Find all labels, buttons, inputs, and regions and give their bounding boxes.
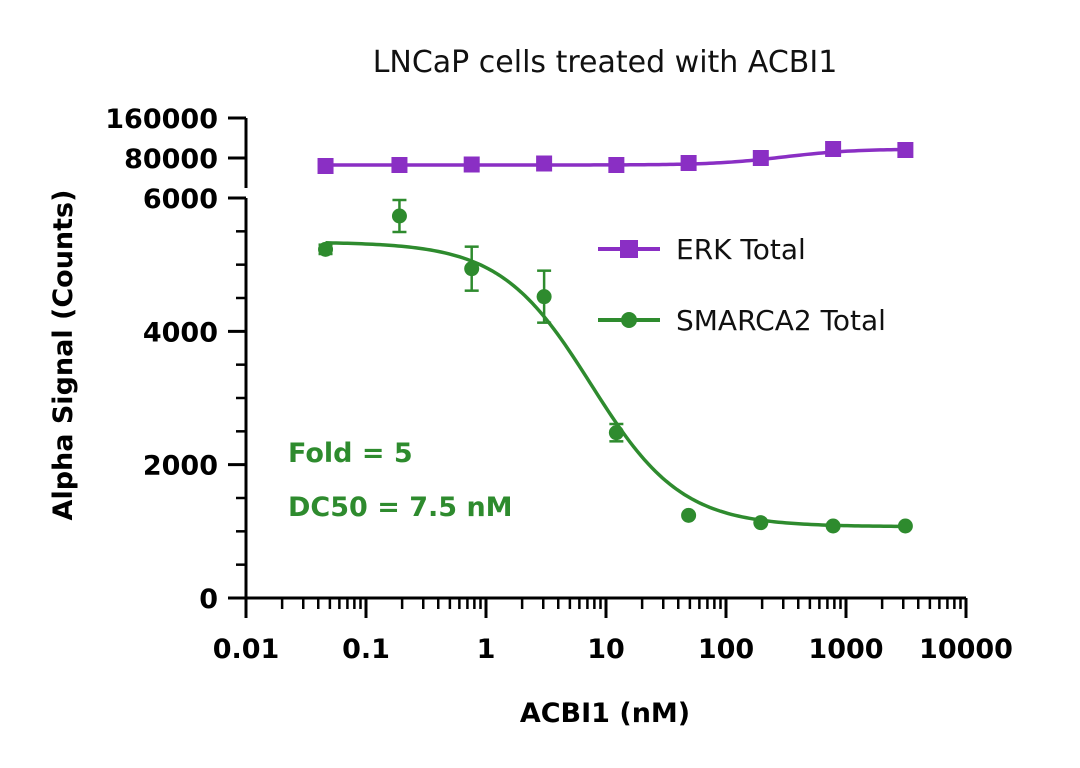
annotation-fold: Fold = 5 xyxy=(288,438,413,469)
data-point-smarca2-total xyxy=(318,241,334,257)
data-point-erk-total xyxy=(536,155,553,172)
y-tick-label-upper: 80000 xyxy=(124,144,218,175)
data-point-smarca2-total xyxy=(464,261,480,277)
fit-curve-smarca2-total xyxy=(325,241,906,529)
data-point-erk-total xyxy=(463,156,480,173)
data-point-erk-total xyxy=(680,155,697,171)
data-point-smarca2-total xyxy=(753,515,769,531)
x-axis-title: ACBI1 (nM) xyxy=(520,698,690,729)
data-point-erk-total xyxy=(897,142,914,158)
y-tick-label: 0 xyxy=(199,584,218,615)
data-points xyxy=(317,141,914,534)
data-point-erk-total xyxy=(391,157,408,173)
axes: 0.01 0.1 1 10 100 1000 10000 0 2000 4000 6000 80000… xyxy=(105,104,1013,665)
data-point-smarca2-total xyxy=(825,518,841,534)
data-point-smarca2-total xyxy=(536,289,552,305)
x-tick-label: 10000 xyxy=(919,634,1013,665)
data-point-erk-total xyxy=(825,141,842,157)
y-tick-label-upper: 160000 xyxy=(105,104,218,135)
x-tick-label: 100 xyxy=(698,634,754,665)
x-tick-label: 0.1 xyxy=(342,634,390,665)
data-point-smarca2-total xyxy=(391,208,407,224)
annotation-dc50: DC50 = 7.5 nM xyxy=(288,492,513,523)
y-axis-title: Alpha Signal (Counts) xyxy=(48,190,79,521)
data-point-erk-total xyxy=(317,158,334,174)
x-tick-label: 1 xyxy=(477,634,496,665)
legend-marker-smarca2 xyxy=(621,312,637,328)
x-tick-label: 10 xyxy=(587,634,625,665)
legend-label-erk: ERK Total xyxy=(676,233,806,266)
data-point-erk-total xyxy=(752,150,769,166)
data-point-erk-total xyxy=(608,157,625,173)
x-tick-label: 0.01 xyxy=(213,634,280,665)
y-tick-label: 6000 xyxy=(143,184,218,215)
chart-title: LNCaP cells treated with ACBI1 xyxy=(373,45,838,80)
x-tick-label: 1000 xyxy=(808,634,883,665)
legend-marker-erk xyxy=(620,240,638,258)
y-tick-label: 4000 xyxy=(143,317,218,348)
legend: ERK Total SMARCA2 Total xyxy=(598,233,886,337)
data-point-smarca2-total xyxy=(608,425,624,441)
error-bars xyxy=(318,198,624,443)
fit-curves xyxy=(325,147,906,529)
data-point-smarca2-total xyxy=(897,518,913,534)
y-tick-label: 2000 xyxy=(143,451,218,482)
data-point-smarca2-total xyxy=(681,507,697,523)
legend-label-smarca2: SMARCA2 Total xyxy=(676,304,886,337)
